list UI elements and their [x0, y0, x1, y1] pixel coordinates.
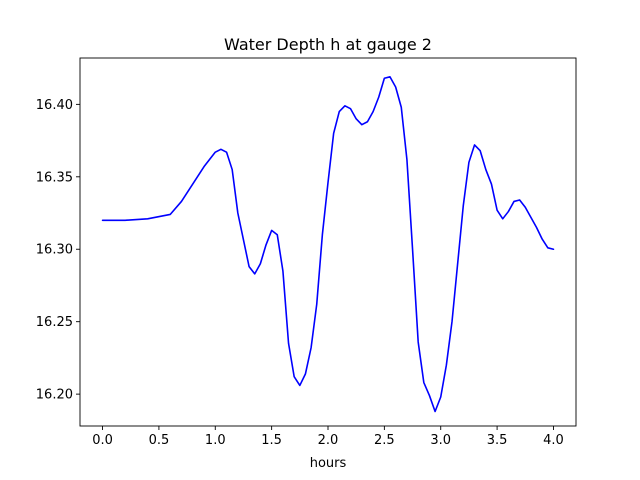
- x-tick-label: 0.0: [92, 433, 113, 448]
- x-tick-label: 4.0: [543, 433, 564, 448]
- y-tick-label: 16.25: [36, 315, 73, 330]
- x-axis-title: hours: [310, 456, 347, 471]
- x-tick-label: 1.0: [205, 433, 226, 448]
- x-tick-label: 1.5: [261, 433, 282, 448]
- chart-title: Water Depth h at gauge 2: [224, 35, 432, 54]
- x-tick-label: 0.5: [149, 433, 170, 448]
- y-tick-label: 16.20: [36, 388, 73, 403]
- x-tick-label: 2.0: [318, 433, 339, 448]
- x-tick-label: 3.5: [487, 433, 508, 448]
- x-tick-label: 3.0: [430, 433, 451, 448]
- y-tick-label: 16.35: [36, 170, 73, 185]
- y-tick-label: 16.30: [36, 243, 73, 258]
- series-line-0: [101, 76, 555, 413]
- x-tick-label: 2.5: [374, 433, 395, 448]
- y-tick-label: 16.40: [36, 98, 73, 113]
- plot-area: 0.0 0.5 1.0 1.5 2.0 2.5 3.0 3.5 4.0 16.20 16.25 16.…: [36, 57, 577, 448]
